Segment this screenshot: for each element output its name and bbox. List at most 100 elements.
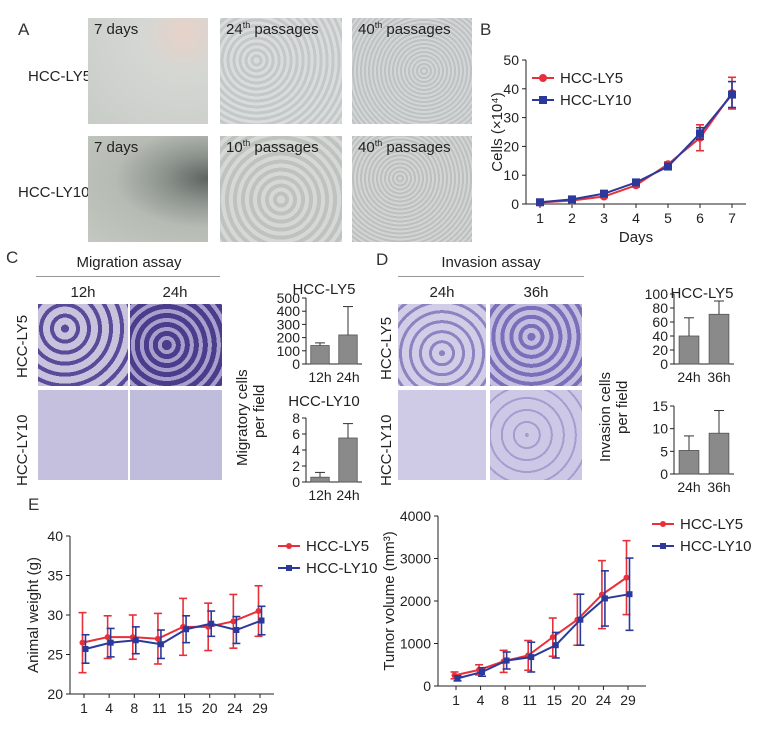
bar [310,476,330,483]
legend-label: HCC-LY10 [560,92,631,109]
invasion-row-ly10: HCC-LY10 [378,414,395,486]
y-tick-label: 50 [503,52,519,68]
x-tick-label: 24h [677,369,700,385]
legend-marker [286,543,292,549]
x-tick-label: 8 [130,700,138,716]
x-tick-label: 11 [152,700,167,716]
x-tick-label: 1 [452,692,460,708]
y-tick-label: 35 [47,568,63,584]
x-tick-label: 12h [308,369,331,385]
micrograph-caption: 10th passages [226,138,319,156]
migration-col-12h: 12h [70,284,96,301]
legend-marker [660,543,666,549]
panel-label-e: E [28,495,40,514]
invasion-ly10-36h [490,390,582,480]
x-tick-label: 5 [664,210,672,226]
x-tick-label: 29 [252,700,268,716]
panel-a-row-label-ly5: HCC-LY5 [28,68,92,85]
panel-label-d: D [376,250,389,269]
bar [708,313,730,365]
y-tick-label: 20 [47,686,63,702]
invasion-title-rule [398,276,584,277]
micrograph-ly10-10th: 10th passages [220,136,342,242]
x-tick-label: 7 [728,210,736,226]
data-point [479,668,486,675]
bar [678,335,700,365]
y-tick-label: 20 [652,342,668,358]
panel-label-b: B [480,20,492,39]
x-tick-label: 12h [308,487,331,500]
data-point [601,595,608,602]
y-tick-label: 3000 [400,551,431,567]
x-tick-label: 4 [477,692,485,708]
panel-label-c: C [6,248,19,267]
data-point [664,162,672,171]
data-point [107,639,114,646]
y-axis-label: Tumor volume (mm³) [381,531,398,670]
migration-title-rule [36,276,220,277]
y-tick-label: 5 [660,443,668,459]
y-tick-label: 8 [292,410,300,426]
y-tick-label: 25 [47,647,63,663]
bar [338,437,358,483]
y-tick-label: 0 [660,466,668,482]
x-tick-label: 15 [177,700,193,716]
invasion-assay-title: Invasion assay [441,254,541,271]
chart-title: HCC-LY10 [288,393,359,410]
data-point [568,195,576,204]
x-tick-label: 1 [536,210,544,226]
x-tick-label: 29 [620,692,636,708]
micrograph-caption: 7 days [94,21,139,38]
y-tick-label: 20 [503,138,519,154]
data-point [600,189,608,198]
y-tick-label: 500 [277,290,301,306]
invasion-ylabel-1: Invasion cells [597,371,614,462]
y-tick-label: 0 [292,356,300,372]
x-tick-label: 24h [677,479,700,495]
y-tick-label: 15 [652,398,668,414]
legend-marker [539,74,547,82]
data-point [183,626,190,633]
x-tick-label: 1 [80,700,88,716]
data-point [82,645,89,652]
micrograph-ly10-40th: 40th passages [352,136,472,242]
y-tick-label: 80 [652,300,668,316]
x-tick-label: 11 [522,692,537,708]
data-point [577,616,584,623]
legend-marker [286,565,292,571]
y-tick-label: 400 [277,303,301,319]
x-tick-label: 20 [571,692,587,708]
y-tick-label: 6 [292,426,300,442]
legend-label: HCC-LY5 [680,516,743,533]
micrograph-caption: 24th passages [226,20,319,38]
animal-weight-chart: 20 25 30 35 40 1 4 8 11 15 20 24 29 HCC-LY5 HCC-LY10 An… [25,528,377,716]
data-point [230,618,237,625]
y-axis-label: Animal weight (g) [25,557,42,673]
data-point [258,617,265,624]
micrograph-ly5-40th: 40th passages [352,18,472,124]
data-point [208,620,215,627]
x-tick-label: 6 [696,210,704,226]
x-tick-label: 24h [336,369,359,385]
y-tick-label: 100 [645,286,669,302]
y-tick-label: 40 [503,81,519,97]
micrograph-ly5-7days: 7 days [88,18,208,124]
y-tick-label: 4000 [400,508,431,524]
data-point [255,608,262,615]
x-tick-label: 15 [546,692,562,708]
migration-ly5-24h [130,304,222,386]
x-tick-label: 8 [501,692,509,708]
y-tick-label: 0 [511,196,519,212]
series-line-hcc-ly10 [85,619,262,650]
y-axis-label: Cells (×10⁴) [490,92,506,171]
invasion-col-36h: 36h [523,284,549,301]
migration-ly5-12h [38,304,128,386]
data-point [696,129,704,138]
data-point [552,642,559,649]
migration-ylabel-1: Migratory cells [234,369,251,466]
y-tick-label: 60 [652,314,668,330]
legend-label: HCC-LY5 [306,538,369,555]
invasion-ly10-24h [398,390,486,480]
cell-growth-chart: 0 10 20 30 40 50 1 2 3 4 5 6 7 HCC-LY5 HCC-LY10 Days Cel… [490,52,746,246]
migration-ly10-12h [38,390,128,480]
